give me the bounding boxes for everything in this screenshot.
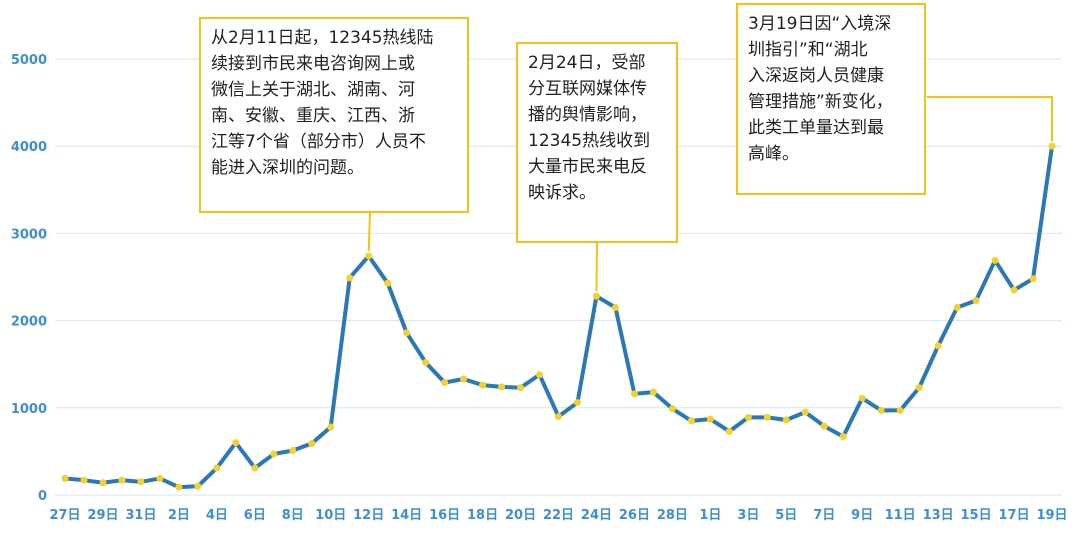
y-tick-label: 1000 [11, 402, 47, 417]
x-tick-label: 5日 [775, 508, 797, 523]
y-tick-label: 5000 [11, 53, 47, 68]
y-tick-label: 2000 [11, 315, 47, 330]
data-point [156, 474, 164, 482]
annotation-connector [595, 242, 598, 292]
x-tick-label: 10日 [315, 508, 346, 523]
data-point [80, 476, 88, 484]
x-tick-label: 31日 [125, 508, 156, 523]
data-point [725, 427, 733, 435]
annotation-connector [927, 96, 1053, 142]
data-point [308, 440, 316, 448]
data-point [270, 450, 278, 458]
data-point [536, 371, 544, 379]
annotation-mar19: 3月19日因“入境深 圳指引”和“湖北 入深返岗人员健康 管理措施”新变化， 此… [736, 3, 926, 195]
data-point [953, 304, 961, 312]
data-point [649, 388, 657, 396]
data-point [630, 390, 638, 398]
x-tick-label: 15日 [961, 508, 992, 523]
annotation-feb11: 从2月11日起，12345热线陆 续接到市民来电咨询网上或 微信上关于湖北、湖南… [199, 17, 469, 213]
data-point [611, 304, 619, 312]
y-tick-label: 4000 [11, 140, 47, 155]
data-point [175, 483, 183, 491]
x-tick-label: 26日 [619, 508, 650, 523]
x-tick-label: 6日 [244, 508, 266, 523]
data-point [479, 381, 487, 389]
x-tick-label: 12日 [353, 508, 384, 523]
x-tick-label: 8日 [282, 508, 304, 523]
data-point [118, 476, 126, 484]
data-point [782, 416, 790, 424]
data-point [213, 464, 221, 472]
data-point [384, 279, 392, 287]
data-point [327, 423, 335, 431]
x-tick-label: 22日 [543, 508, 574, 523]
data-point [934, 342, 942, 350]
data-point [555, 413, 562, 421]
data-point [991, 256, 999, 264]
x-tick-label: 13日 [923, 508, 954, 523]
data-point [441, 379, 449, 387]
x-tick-label: 11日 [885, 508, 916, 523]
data-point [498, 383, 506, 391]
data-point [972, 297, 980, 305]
data-points [61, 142, 1056, 491]
x-tick-label: 2日 [168, 508, 190, 523]
data-point [137, 478, 145, 486]
data-point [422, 358, 430, 366]
data-point [592, 292, 600, 300]
annotation-connector [367, 212, 371, 252]
y-tick-label: 3000 [11, 227, 47, 242]
data-point [232, 439, 240, 447]
y-tick-label: 0 [38, 489, 47, 504]
x-tick-label: 19日 [1036, 508, 1067, 523]
data-point [763, 413, 771, 421]
x-tick-label: 3日 [737, 508, 759, 523]
y-axis-ticks: 0 1000 2000 3000 4000 5000 [11, 53, 47, 504]
x-tick-label: 27日 [49, 508, 80, 523]
data-point [289, 447, 297, 455]
data-point [706, 415, 714, 423]
data-point [99, 479, 107, 487]
x-tick-label: 9日 [851, 508, 873, 523]
data-point [194, 482, 202, 490]
annotation-connectors [367, 96, 1053, 292]
data-point [839, 433, 847, 441]
data-point [1048, 142, 1056, 150]
data-point [517, 384, 525, 392]
data-point [573, 399, 581, 407]
data-point [801, 408, 809, 416]
x-tick-label: 1日 [699, 508, 721, 523]
data-point [687, 417, 695, 425]
x-tick-label: 7日 [813, 508, 835, 523]
data-point [820, 422, 828, 430]
data-point [1029, 275, 1037, 283]
data-point [744, 413, 752, 421]
data-point [346, 274, 354, 282]
data-point [668, 405, 676, 413]
data-point [61, 474, 69, 482]
x-tick-label: 17日 [998, 508, 1029, 523]
annotation-feb24: 2月24日，受部 分互联网媒体传 播的舆情影响， 12345热线收到 大量市民来… [516, 42, 678, 243]
data-point [365, 252, 373, 260]
x-tick-label: 29日 [87, 508, 118, 523]
data-point [858, 394, 866, 402]
x-tick-label: 24日 [581, 508, 612, 523]
data-point [460, 375, 468, 383]
x-tick-label: 18日 [467, 508, 498, 523]
x-axis-ticks: 27日 29日 31日 2日 4日 6日 8日 10日 12日 14日 16日 18日 20日 22日 24… [49, 508, 1067, 523]
x-tick-label: 16日 [429, 508, 460, 523]
x-tick-label: 28日 [657, 508, 688, 523]
x-tick-label: 4日 [206, 508, 228, 523]
data-point [1010, 286, 1018, 294]
x-tick-label: 20日 [505, 508, 536, 523]
data-point [403, 329, 411, 337]
data-point [877, 406, 885, 414]
data-point [915, 384, 923, 392]
data-point [896, 406, 904, 414]
x-tick-label: 14日 [391, 508, 422, 523]
data-point [251, 464, 259, 472]
